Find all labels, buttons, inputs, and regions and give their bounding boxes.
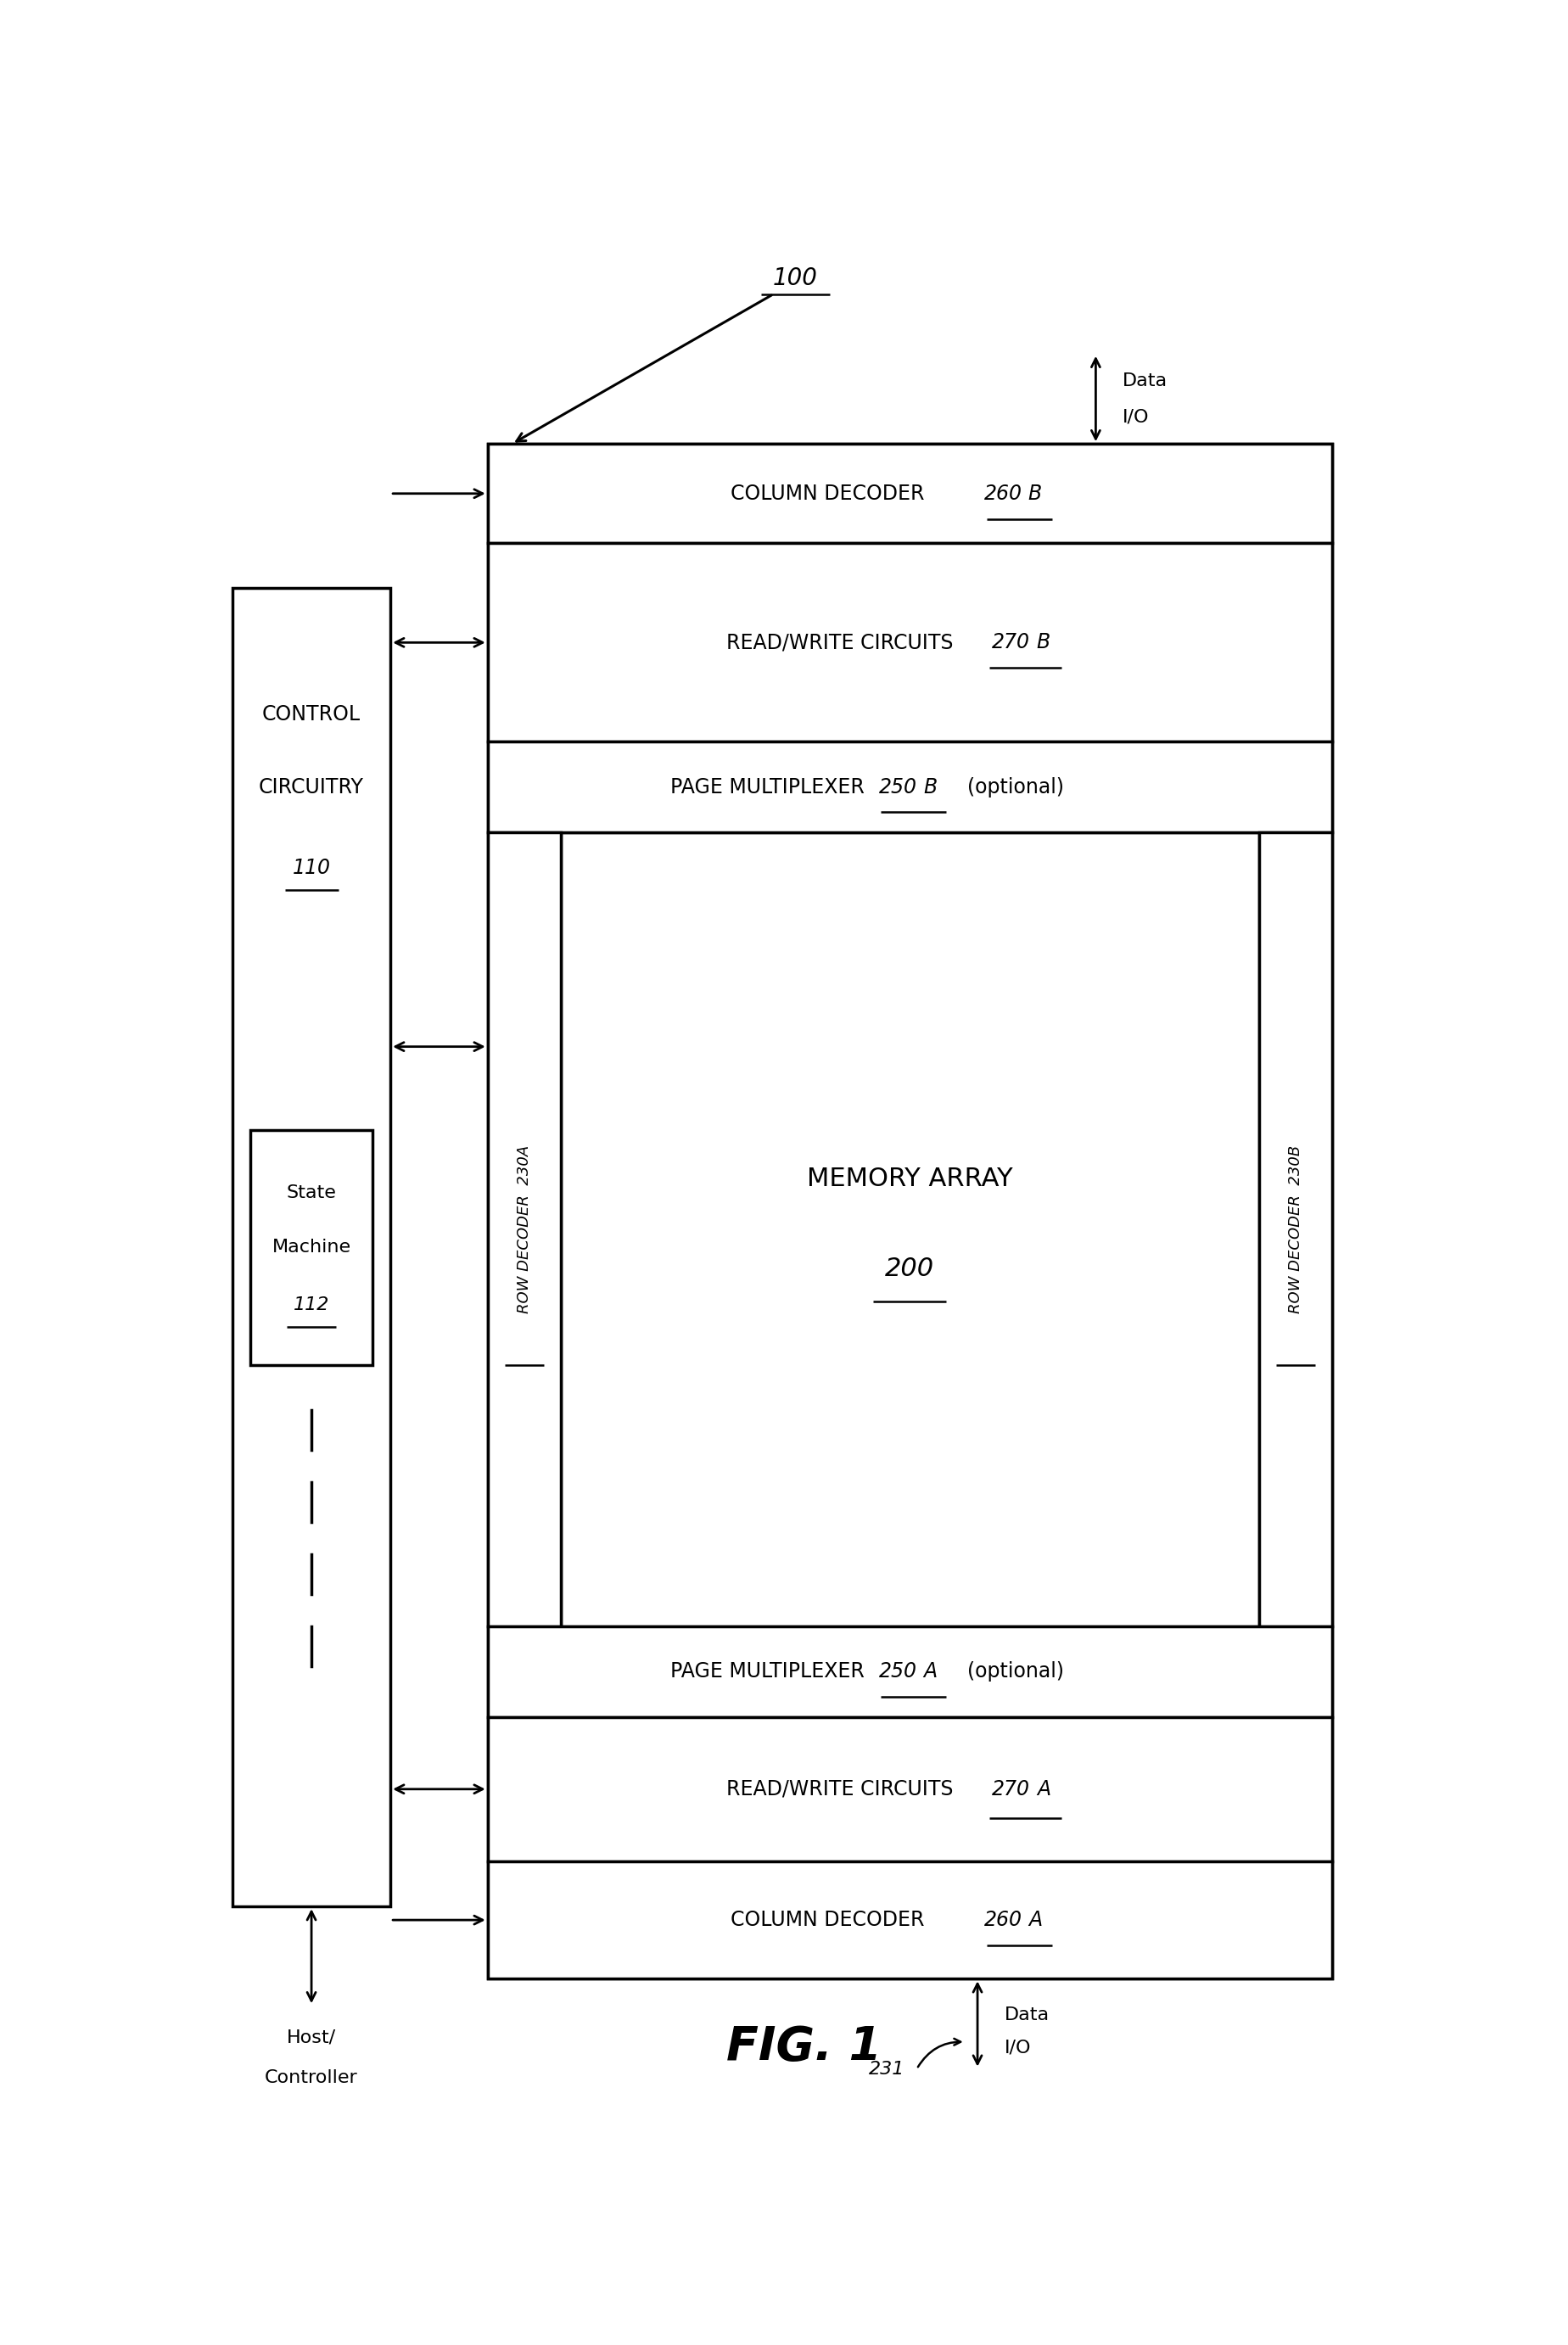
Text: 270: 270	[991, 1780, 1030, 1799]
FancyBboxPatch shape	[488, 443, 1333, 544]
Text: I/O: I/O	[1123, 408, 1149, 424]
Text: A: A	[924, 1663, 938, 1681]
Text: B: B	[1029, 483, 1043, 504]
FancyBboxPatch shape	[488, 443, 1333, 1979]
Text: 250: 250	[878, 1663, 917, 1681]
FancyBboxPatch shape	[488, 832, 561, 1627]
FancyBboxPatch shape	[251, 1130, 372, 1365]
Text: FIG. 1: FIG. 1	[726, 2024, 881, 2071]
Text: 200: 200	[886, 1257, 935, 1280]
Text: READ/WRITE CIRCUITS: READ/WRITE CIRCUITS	[726, 1780, 960, 1799]
FancyBboxPatch shape	[488, 1717, 1333, 1862]
Text: (optional): (optional)	[967, 776, 1065, 797]
Text: 100: 100	[773, 267, 818, 291]
Text: PAGE MULTIPLEXER: PAGE MULTIPLEXER	[670, 1663, 870, 1681]
Text: COLUMN DECODER: COLUMN DECODER	[731, 483, 931, 504]
FancyBboxPatch shape	[1259, 832, 1333, 1627]
Text: MEMORY ARRAY: MEMORY ARRAY	[808, 1165, 1013, 1191]
FancyBboxPatch shape	[488, 544, 1333, 741]
FancyBboxPatch shape	[232, 589, 390, 1906]
Text: CIRCUITRY: CIRCUITRY	[259, 776, 364, 797]
FancyBboxPatch shape	[488, 1862, 1333, 1979]
Text: 112: 112	[293, 1297, 329, 1313]
Text: State: State	[287, 1184, 337, 1201]
Text: COLUMN DECODER: COLUMN DECODER	[731, 1909, 931, 1930]
Text: 250: 250	[878, 776, 917, 797]
Text: Controller: Controller	[265, 2068, 358, 2087]
Text: ROW DECODER  230A: ROW DECODER 230A	[516, 1144, 532, 1313]
FancyBboxPatch shape	[561, 832, 1259, 1627]
Text: I/O: I/O	[1004, 2038, 1030, 2057]
Text: READ/WRITE CIRCUITS: READ/WRITE CIRCUITS	[726, 633, 960, 652]
Text: 260: 260	[985, 1909, 1022, 1930]
Text: A: A	[1036, 1780, 1051, 1799]
Text: 110: 110	[292, 858, 331, 879]
Text: Data: Data	[1123, 373, 1168, 389]
Text: (optional): (optional)	[967, 1663, 1065, 1681]
Text: PAGE MULTIPLEXER: PAGE MULTIPLEXER	[670, 776, 870, 797]
Text: Data: Data	[1004, 2007, 1049, 2024]
Text: A: A	[1029, 1909, 1043, 1930]
Text: CONTROL: CONTROL	[262, 704, 361, 725]
Text: ROW DECODER  230B: ROW DECODER 230B	[1289, 1144, 1303, 1313]
Text: 260: 260	[985, 483, 1022, 504]
Text: Host/: Host/	[287, 2028, 336, 2047]
FancyBboxPatch shape	[488, 741, 1333, 832]
Text: 231: 231	[869, 2061, 905, 2078]
Text: Machine: Machine	[271, 1238, 351, 1257]
FancyBboxPatch shape	[488, 1627, 1333, 1717]
Text: 270: 270	[991, 633, 1030, 652]
Text: B: B	[924, 776, 938, 797]
Text: B: B	[1036, 633, 1051, 652]
